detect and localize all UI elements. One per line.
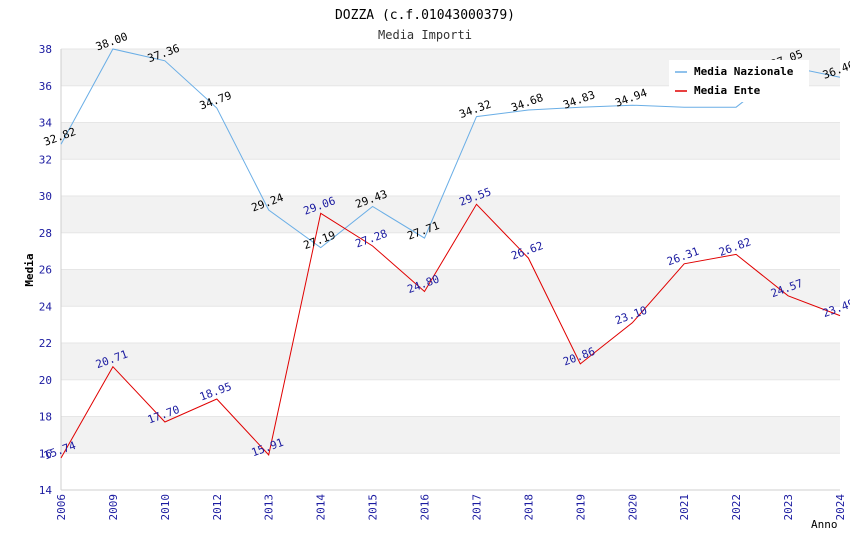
y-tick-label: 24 — [39, 300, 53, 313]
chart-title: DOZZA (c.f.01043000379) — [335, 8, 515, 23]
chart-subtitle: Media Importi — [378, 28, 472, 42]
y-axis-title: Media — [23, 253, 36, 286]
x-tick-label: 2018 — [522, 494, 535, 521]
x-tick-label: 2016 — [419, 494, 432, 521]
x-axis: 2006 2009 2010 2012 2013 2014 2015 2016 2017 2018… — [55, 494, 847, 521]
x-tick-label: 2006 — [55, 494, 68, 521]
y-tick-label: 20 — [39, 374, 52, 387]
y-tick-label: 16 — [39, 447, 52, 460]
x-tick-label: 2022 — [730, 494, 743, 521]
x-tick-label: 2024 — [834, 494, 847, 521]
legend-box — [669, 60, 809, 102]
x-tick-label: 2012 — [211, 494, 224, 521]
y-tick-label: 34 — [39, 117, 53, 130]
plot-frame — [60, 48, 840, 491]
x-tick-label: 2019 — [574, 494, 587, 521]
x-tick-label: 2021 — [678, 494, 691, 521]
y-tick-label: 18 — [39, 411, 52, 424]
grid-band — [61, 306, 840, 343]
x-tick-label: 2015 — [367, 494, 380, 521]
grid-bands — [61, 49, 840, 490]
legend-label-media-ente: Media Ente — [694, 84, 761, 97]
x-tick-label: 2010 — [159, 494, 172, 521]
x-tick-label: 2009 — [107, 494, 120, 521]
grid-band — [61, 453, 840, 490]
y-tick-label: 36 — [39, 80, 52, 93]
grid-band — [61, 416, 840, 454]
series-lines — [60, 48, 841, 459]
grid-band — [61, 122, 840, 160]
y-tick-label: 32 — [39, 153, 52, 166]
series-line-media-ente — [60, 203, 841, 459]
y-tick-label: 38 — [39, 43, 52, 56]
grid-band — [61, 196, 840, 233]
x-tick-label: 2014 — [315, 494, 328, 521]
x-tick-label: 2020 — [626, 494, 639, 521]
x-axis-title: Anno — [811, 518, 838, 531]
series-line-media-nazionale — [60, 48, 841, 249]
legend: Media Nazionale Media Ente — [669, 60, 809, 102]
grid-band — [61, 269, 840, 307]
y-tick-label: 26 — [39, 264, 52, 277]
y-tick-label: 14 — [39, 484, 53, 497]
x-tick-label: 2013 — [263, 494, 276, 521]
y-tick-label: 22 — [39, 337, 52, 350]
grid-band — [61, 343, 840, 380]
grid-band — [61, 232, 840, 270]
y-axis: 14 16 18 20 22 24 26 28 30 32 34 36 38 — [39, 43, 53, 497]
y-tick-label: 28 — [39, 227, 52, 240]
x-tick-label: 2017 — [470, 494, 483, 521]
legend-label-media-nazionale: Media Nazionale — [694, 65, 794, 78]
y-tick-label: 30 — [39, 190, 52, 203]
x-tick-label: 2023 — [782, 494, 795, 521]
